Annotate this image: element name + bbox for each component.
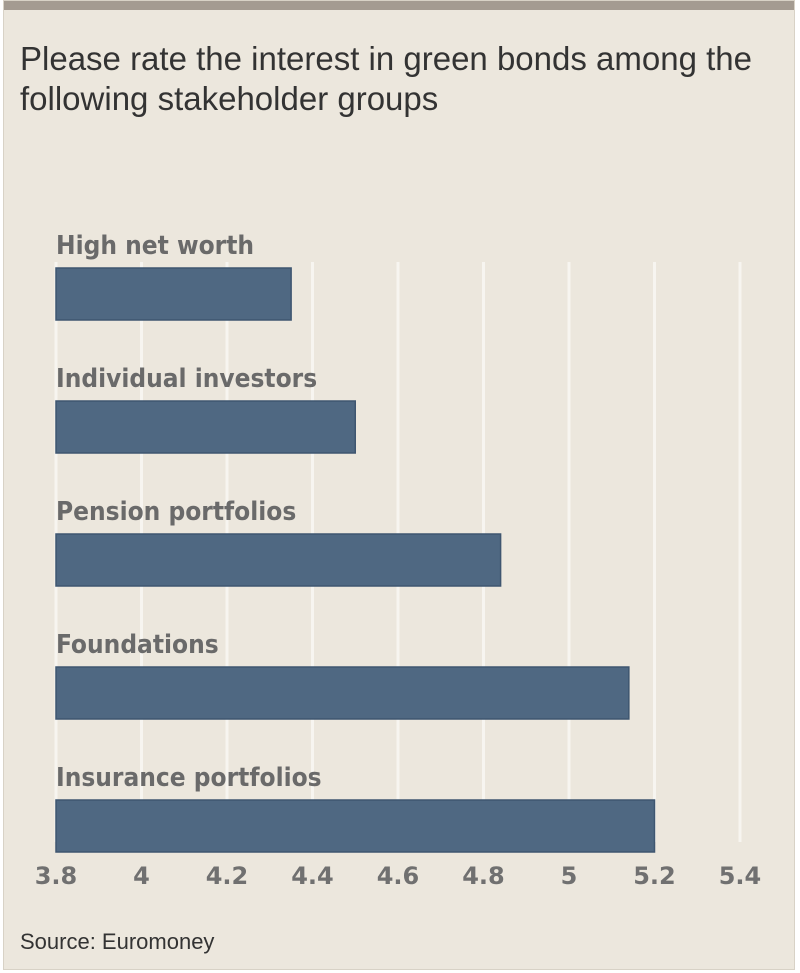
x-tick-label: 3.8 <box>35 862 78 890</box>
bar <box>55 666 630 720</box>
category-label: Pension portfolios <box>56 497 296 527</box>
x-tick-label: 5 <box>561 862 578 890</box>
bar <box>55 267 292 321</box>
bar <box>55 533 502 587</box>
chart-title: Please rate the interest in green bonds … <box>20 40 752 117</box>
category-label: Insurance portfolios <box>56 763 322 793</box>
bar <box>55 799 656 853</box>
source-note: Source: Euromoney <box>20 929 215 954</box>
x-tick-label: 4 <box>133 862 150 890</box>
category-label: Foundations <box>56 630 219 660</box>
x-tick-label: 4.4 <box>291 862 334 890</box>
category-label: High net worth <box>56 231 254 261</box>
category-label: Individual investors <box>56 364 317 394</box>
x-tick-label: 5.4 <box>719 862 762 890</box>
x-tick-label: 5.2 <box>633 862 676 890</box>
x-tick-label: 4.2 <box>206 862 249 890</box>
x-tick-label: 4.6 <box>377 862 420 890</box>
bar <box>55 400 356 454</box>
x-tick-label: 4.8 <box>462 862 505 890</box>
top-accent-bar <box>4 1 794 10</box>
